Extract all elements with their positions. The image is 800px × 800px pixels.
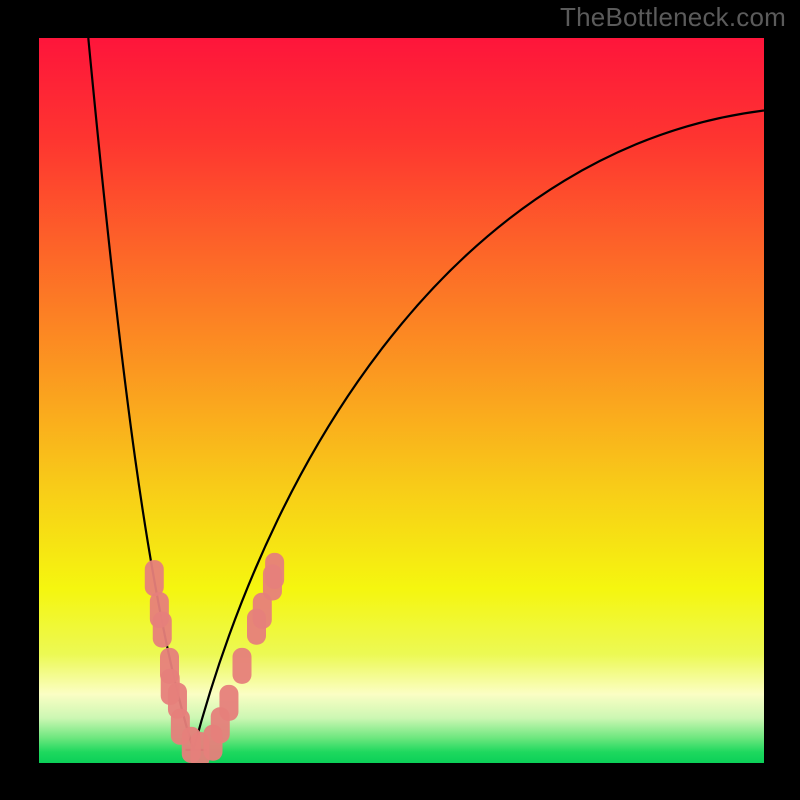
data-marker [265,553,284,589]
data-marker [233,648,252,684]
data-marker [145,560,164,596]
data-marker [219,685,238,721]
data-marker [153,612,172,648]
chart-stage: TheBottleneck.com [0,0,800,800]
bottleneck-chart [39,38,764,763]
watermark-text: TheBottleneck.com [560,2,786,33]
chart-background [39,38,764,763]
